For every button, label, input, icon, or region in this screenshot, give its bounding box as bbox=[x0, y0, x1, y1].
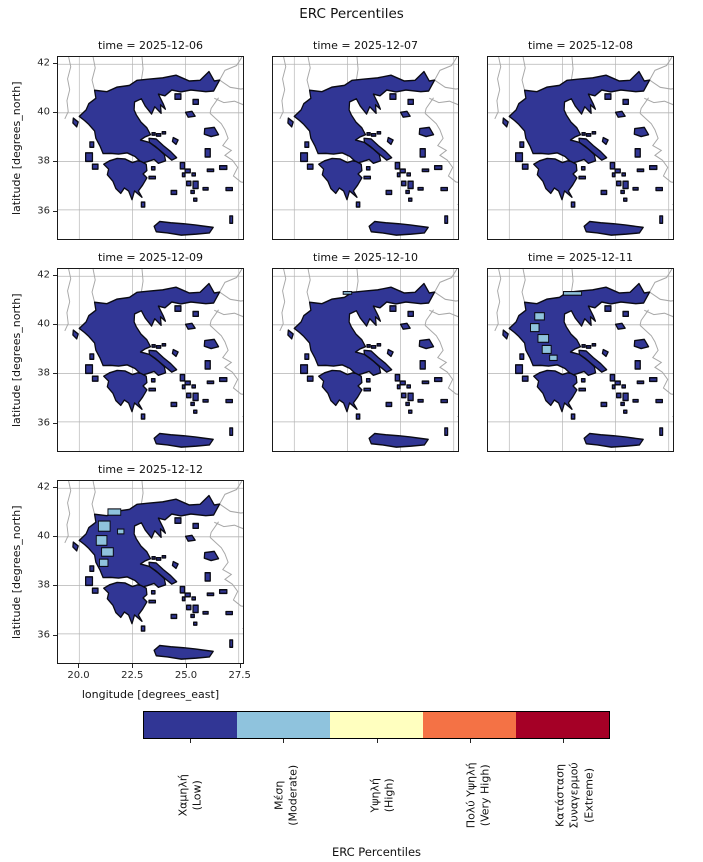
colorbar-label-high: Υψηλή (High) bbox=[368, 777, 396, 813]
colorbar-title: ERC Percentiles bbox=[331, 845, 422, 859]
panel-title: time = 2025-12-09 bbox=[98, 251, 203, 264]
colorbar-labels: Χαμηλή (Low) Μέση (Moderate) Υψηλή (High… bbox=[143, 747, 610, 843]
x-tick-mark bbox=[132, 664, 134, 668]
map-panel-1: time = 2025-12-06 42 40 38 36 bbox=[37, 39, 244, 240]
colorbar: Χαμηλή (Low) Μέση (Moderate) Υψηλή (High… bbox=[143, 711, 610, 859]
y-tick-mark bbox=[53, 536, 57, 538]
colorbar-label-moderate: Μέση (Moderate) bbox=[272, 764, 300, 826]
colorbar-tick-mark bbox=[469, 739, 471, 743]
x-tick-mark bbox=[78, 664, 80, 668]
y-tick-mark bbox=[53, 275, 57, 277]
colorbar-label-cell: Πολύ Υψηλή (Very High) bbox=[431, 747, 527, 843]
colorbar-label-low: Χαμηλή (Low) bbox=[176, 773, 204, 817]
colorbar-tick-mark bbox=[283, 739, 285, 743]
greece-map bbox=[272, 268, 459, 452]
colorbar-segment-very-high bbox=[423, 712, 516, 738]
x-tick-label: 22.5 bbox=[121, 670, 144, 681]
map-panel-5: time = 2025-12-10 bbox=[272, 251, 459, 452]
colorbar-tick-mark bbox=[376, 739, 378, 743]
colorbar-segment-moderate bbox=[237, 712, 330, 738]
x-tick-mark bbox=[239, 664, 241, 668]
y-tick-mark bbox=[53, 210, 57, 212]
colorbar-segment-high bbox=[330, 712, 423, 738]
y-tick-label: 36 bbox=[37, 629, 50, 641]
x-axis-label: longitude [degrees_east] bbox=[81, 688, 220, 701]
y-tick-label: 42 bbox=[37, 481, 50, 493]
map-panel-2: time = 2025-12-07 bbox=[272, 39, 459, 240]
colorbar-label-cell: Κατάσταση Συναγερμού (Extreme) bbox=[527, 747, 623, 843]
figure-title: ERC Percentiles bbox=[299, 6, 404, 22]
y-axis-label: latitude [degrees_north] bbox=[10, 81, 23, 215]
y-tick-mark bbox=[53, 634, 57, 636]
colorbar-label-cell: Μέση (Moderate) bbox=[239, 747, 335, 843]
y-tick-mark bbox=[53, 324, 57, 326]
y-tick-label: 40 bbox=[37, 530, 50, 542]
colorbar-tick-mark bbox=[563, 739, 565, 743]
y-tick-mark bbox=[53, 585, 57, 587]
greece-map bbox=[272, 56, 459, 240]
greece-map bbox=[487, 268, 674, 452]
colorbar-bar bbox=[143, 711, 610, 739]
colorbar-label-cell: Υψηλή (High) bbox=[335, 747, 431, 843]
y-tick-label: 36 bbox=[37, 205, 50, 217]
y-tick-label: 40 bbox=[37, 106, 50, 118]
colorbar-ticks bbox=[143, 739, 610, 744]
x-tick-label: 20.0 bbox=[67, 670, 90, 681]
y-tick-label: 42 bbox=[37, 269, 50, 281]
colorbar-segment-low bbox=[144, 712, 237, 738]
panel-title: time = 2025-12-10 bbox=[313, 251, 418, 264]
map-panel-4: time = 2025-12-09 42 40 38 36 bbox=[37, 251, 244, 452]
panel-title: time = 2025-12-06 bbox=[98, 39, 203, 52]
y-tick-mark bbox=[53, 161, 57, 163]
colorbar-label-very-high: Πολύ Υψηλή (Very High) bbox=[464, 762, 492, 828]
y-tick-mark bbox=[53, 112, 57, 114]
greece-map bbox=[57, 480, 244, 664]
panel-title: time = 2025-12-08 bbox=[528, 39, 633, 52]
y-axis-label: latitude [degrees_north] bbox=[10, 505, 23, 639]
y-tick-label: 42 bbox=[37, 57, 50, 69]
y-tick-label: 38 bbox=[37, 367, 50, 379]
colorbar-label-extreme: Κατάσταση Συναγερμού (Extreme) bbox=[553, 761, 596, 829]
y-tick-mark bbox=[53, 373, 57, 375]
map-panel-7: time = 2025-12-12 42 40 38 36 20.0 22.5 … bbox=[37, 463, 251, 681]
y-tick-mark bbox=[53, 422, 57, 424]
panel-title: time = 2025-12-12 bbox=[98, 463, 203, 476]
map-panel-6: time = 2025-12-11 bbox=[487, 251, 674, 452]
x-tick-label: 27.5 bbox=[228, 670, 251, 681]
y-tick-label: 36 bbox=[37, 417, 50, 429]
colorbar-tick-mark bbox=[189, 739, 191, 743]
y-tick-mark bbox=[53, 63, 57, 65]
colorbar-segment-extreme bbox=[516, 712, 609, 738]
greece-map bbox=[57, 268, 244, 452]
panel-title: time = 2025-12-07 bbox=[313, 39, 418, 52]
map-panel-3: time = 2025-12-08 bbox=[487, 39, 674, 240]
y-tick-label: 38 bbox=[37, 155, 50, 167]
panel-title: time = 2025-12-11 bbox=[528, 251, 633, 264]
y-axis-label: latitude [degrees_north] bbox=[10, 293, 23, 427]
greece-map bbox=[487, 56, 674, 240]
colorbar-label-cell: Χαμηλή (Low) bbox=[143, 747, 239, 843]
y-tick-label: 40 bbox=[37, 318, 50, 330]
x-tick-label: 25.0 bbox=[174, 670, 198, 681]
y-tick-mark bbox=[53, 487, 57, 489]
y-tick-label: 38 bbox=[37, 579, 50, 591]
x-tick-mark bbox=[185, 664, 187, 668]
greece-map bbox=[57, 56, 244, 240]
